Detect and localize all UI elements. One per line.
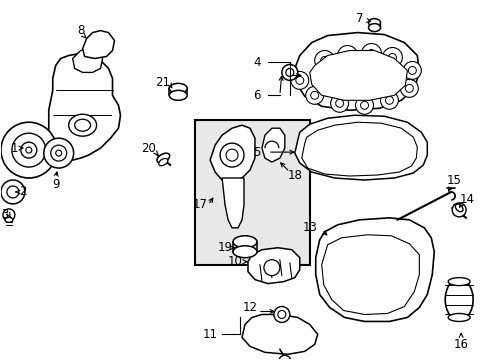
Text: 9: 9: [52, 179, 60, 192]
Circle shape: [314, 50, 334, 71]
Ellipse shape: [169, 84, 187, 93]
Text: 21: 21: [155, 76, 169, 89]
Ellipse shape: [447, 314, 469, 321]
Circle shape: [407, 67, 415, 75]
Circle shape: [367, 50, 375, 58]
Text: 15: 15: [446, 174, 461, 186]
Ellipse shape: [68, 114, 96, 136]
Ellipse shape: [444, 279, 472, 320]
Ellipse shape: [368, 24, 380, 32]
Text: 17: 17: [192, 198, 207, 211]
Circle shape: [337, 45, 357, 66]
Polygon shape: [309, 50, 407, 100]
Ellipse shape: [447, 278, 469, 285]
Ellipse shape: [169, 90, 187, 100]
Text: 5: 5: [253, 145, 260, 159]
Polygon shape: [294, 115, 427, 180]
Circle shape: [451, 203, 465, 217]
Circle shape: [225, 149, 238, 161]
Circle shape: [51, 145, 66, 161]
Polygon shape: [247, 248, 299, 284]
Polygon shape: [294, 32, 419, 110]
Circle shape: [12, 133, 46, 167]
Text: 18: 18: [287, 168, 302, 181]
Circle shape: [380, 91, 398, 109]
Circle shape: [3, 209, 15, 221]
Text: 16: 16: [453, 338, 468, 351]
Circle shape: [277, 310, 285, 319]
Circle shape: [7, 186, 19, 198]
Text: 7: 7: [355, 12, 363, 25]
Text: 13: 13: [302, 221, 317, 234]
Circle shape: [281, 64, 297, 80]
Ellipse shape: [454, 204, 462, 212]
Ellipse shape: [159, 158, 167, 166]
Polygon shape: [82, 31, 114, 58]
Circle shape: [320, 57, 328, 64]
Polygon shape: [301, 122, 416, 176]
Circle shape: [56, 150, 61, 156]
Circle shape: [278, 355, 290, 360]
Circle shape: [310, 91, 318, 99]
Circle shape: [382, 48, 402, 67]
Circle shape: [285, 68, 293, 76]
Circle shape: [343, 51, 351, 59]
Ellipse shape: [233, 246, 256, 258]
Polygon shape: [49, 54, 120, 160]
Text: 10: 10: [227, 255, 242, 268]
Ellipse shape: [233, 236, 256, 248]
Circle shape: [21, 142, 37, 158]
Circle shape: [355, 96, 373, 114]
Circle shape: [44, 138, 74, 168]
Text: 11: 11: [202, 328, 217, 341]
Polygon shape: [73, 49, 102, 72]
Text: 8: 8: [77, 24, 84, 37]
Circle shape: [361, 44, 381, 63]
Circle shape: [305, 86, 323, 104]
Ellipse shape: [75, 119, 90, 131]
Ellipse shape: [5, 217, 13, 222]
Circle shape: [220, 143, 244, 167]
Ellipse shape: [157, 153, 169, 163]
FancyBboxPatch shape: [195, 120, 309, 265]
Circle shape: [273, 306, 289, 323]
Polygon shape: [262, 128, 285, 162]
Polygon shape: [222, 178, 244, 228]
Text: 3: 3: [1, 208, 9, 221]
Circle shape: [1, 122, 57, 178]
Polygon shape: [210, 125, 254, 182]
Circle shape: [335, 99, 343, 107]
Circle shape: [405, 84, 412, 92]
Text: 2: 2: [19, 185, 26, 198]
Circle shape: [387, 54, 396, 62]
Text: 6: 6: [253, 89, 260, 102]
Circle shape: [290, 71, 308, 89]
Text: 4: 4: [253, 56, 260, 69]
Circle shape: [360, 101, 368, 109]
Polygon shape: [321, 235, 419, 315]
Ellipse shape: [368, 19, 380, 27]
Text: 14: 14: [459, 193, 474, 206]
Text: 19: 19: [217, 241, 232, 254]
Polygon shape: [242, 315, 317, 354]
Circle shape: [1, 180, 25, 204]
Circle shape: [330, 94, 348, 112]
Circle shape: [400, 80, 417, 97]
Circle shape: [26, 147, 32, 153]
Text: 12: 12: [242, 301, 257, 314]
Circle shape: [295, 76, 303, 84]
Circle shape: [403, 62, 421, 80]
Text: 1: 1: [11, 141, 19, 155]
Polygon shape: [315, 218, 433, 321]
Circle shape: [385, 96, 393, 104]
Text: 20: 20: [141, 141, 156, 155]
Circle shape: [264, 260, 279, 276]
